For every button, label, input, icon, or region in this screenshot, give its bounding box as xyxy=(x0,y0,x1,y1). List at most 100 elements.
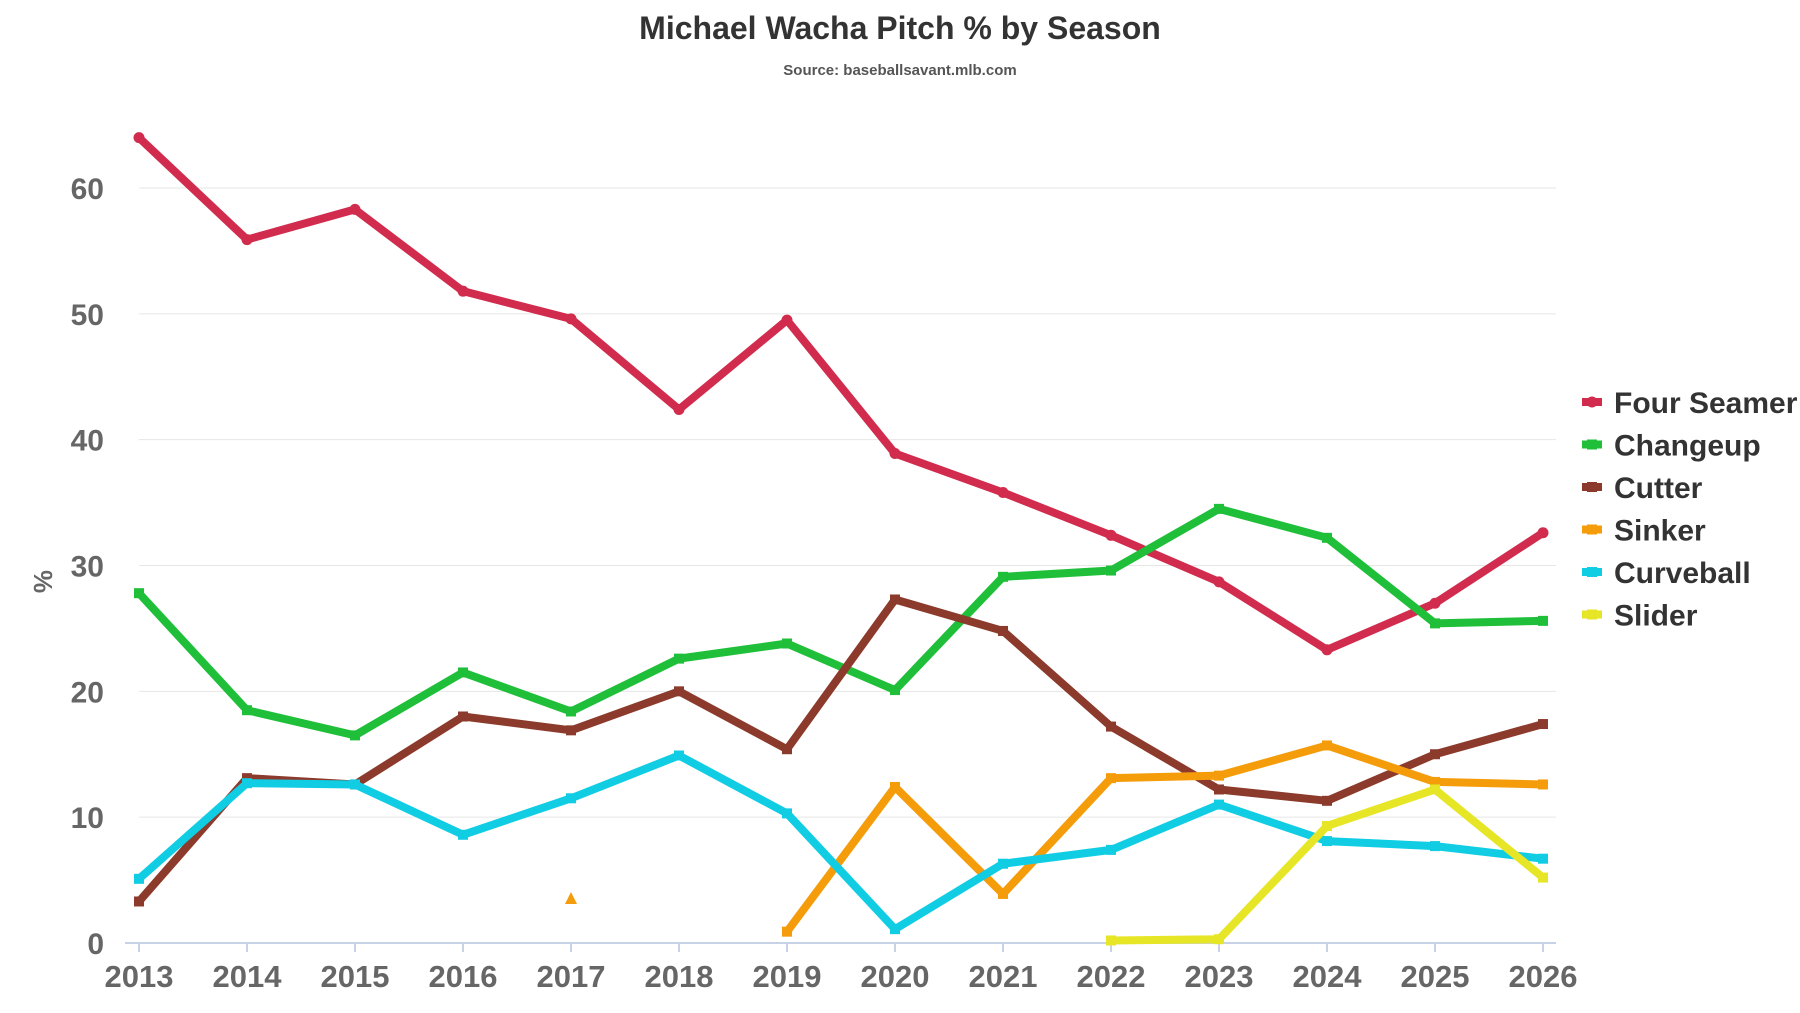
legend-label: Slider xyxy=(1614,600,1698,633)
data-point[interactable] xyxy=(1106,844,1116,855)
data-point[interactable] xyxy=(349,203,361,215)
axis-layer: 0 10 20 30 40 50 60 2013 2014 2015 2016 2017 2018 201… xyxy=(28,173,1577,994)
series-line xyxy=(135,751,1547,934)
chart-title: Michael Wacha Pitch % by Season xyxy=(639,10,1161,46)
data-point[interactable] xyxy=(1430,776,1440,787)
legend-label: Changeup xyxy=(1614,430,1761,463)
data-point[interactable] xyxy=(457,285,469,297)
data-point[interactable] xyxy=(998,571,1008,582)
data-point[interactable] xyxy=(1106,721,1116,732)
data-point[interactable] xyxy=(1106,565,1116,576)
data-point[interactable] xyxy=(565,891,577,904)
data-point[interactable] xyxy=(782,744,792,755)
y-tick-label: 60 xyxy=(71,173,104,206)
series-slider xyxy=(1106,784,1548,946)
data-point[interactable] xyxy=(890,781,900,792)
data-point[interactable] xyxy=(1322,532,1332,543)
legend-item[interactable]: Slider xyxy=(1582,600,1698,633)
x-tick-label: 2020 xyxy=(861,959,930,994)
data-point[interactable] xyxy=(566,793,576,804)
data-point[interactable] xyxy=(1214,503,1224,514)
series-line xyxy=(135,133,1547,654)
data-point[interactable] xyxy=(1214,770,1224,781)
legend-item[interactable]: Changeup xyxy=(1582,430,1761,463)
data-point[interactable] xyxy=(889,448,901,460)
data-point[interactable] xyxy=(134,896,144,907)
data-point[interactable] xyxy=(997,487,1009,499)
data-point[interactable] xyxy=(1322,836,1332,847)
series-four-seamer xyxy=(133,132,1549,656)
data-point[interactable] xyxy=(782,926,792,937)
data-point[interactable] xyxy=(350,730,360,741)
x-tick-label: 2021 xyxy=(969,959,1038,994)
data-point[interactable] xyxy=(998,888,1008,899)
data-point[interactable] xyxy=(458,829,468,840)
legend-item[interactable]: Sinker xyxy=(1582,515,1706,548)
data-point[interactable] xyxy=(1322,820,1332,831)
data-point[interactable] xyxy=(1214,784,1224,795)
data-point[interactable] xyxy=(1430,841,1440,852)
data-point[interactable] xyxy=(1538,719,1548,730)
x-tick-label: 2017 xyxy=(537,959,606,994)
legend-marker xyxy=(1587,482,1597,492)
data-point[interactable] xyxy=(1430,749,1440,760)
data-point[interactable] xyxy=(1213,576,1225,588)
data-point[interactable] xyxy=(242,705,252,716)
data-point[interactable] xyxy=(565,313,577,325)
data-point[interactable] xyxy=(350,779,360,790)
data-point[interactable] xyxy=(782,808,792,819)
data-point[interactable] xyxy=(1322,740,1332,751)
x-tick-label: 2024 xyxy=(1293,959,1363,994)
data-point[interactable] xyxy=(134,588,144,599)
data-point[interactable] xyxy=(890,924,900,935)
data-point[interactable] xyxy=(1106,773,1116,784)
data-point[interactable] xyxy=(566,706,576,717)
y-tick-label: 20 xyxy=(71,676,104,709)
data-point[interactable] xyxy=(674,653,684,664)
data-point[interactable] xyxy=(1537,527,1549,539)
data-point[interactable] xyxy=(1322,795,1332,806)
chart-subtitle: Source: baseballsavant.mlb.com xyxy=(783,62,1017,79)
data-point[interactable] xyxy=(890,594,900,605)
data-point[interactable] xyxy=(242,778,252,789)
data-point[interactable] xyxy=(242,773,252,784)
x-tick-label: 2025 xyxy=(1401,959,1470,994)
data-point[interactable] xyxy=(133,132,145,144)
data-point[interactable] xyxy=(1429,597,1441,609)
data-point[interactable] xyxy=(1538,779,1548,790)
data-point[interactable] xyxy=(781,314,793,326)
data-point[interactable] xyxy=(241,234,253,246)
data-point[interactable] xyxy=(674,686,684,697)
data-point[interactable] xyxy=(1538,872,1548,883)
series-cutter xyxy=(134,594,1548,907)
data-point[interactable] xyxy=(998,625,1008,636)
data-point[interactable] xyxy=(458,667,468,678)
y-tick-label: 40 xyxy=(71,425,104,458)
data-point[interactable] xyxy=(134,873,144,884)
data-point[interactable] xyxy=(458,711,468,722)
x-tick-label: 2014 xyxy=(213,959,283,994)
x-tick-label: 2019 xyxy=(753,959,822,994)
data-point[interactable] xyxy=(1538,853,1548,864)
data-point[interactable] xyxy=(1105,529,1117,541)
data-point[interactable] xyxy=(890,685,900,696)
data-point[interactable] xyxy=(1430,618,1440,629)
x-tick-label: 2013 xyxy=(105,959,174,994)
data-point[interactable] xyxy=(1538,615,1548,626)
data-point[interactable] xyxy=(1430,784,1440,795)
data-point[interactable] xyxy=(1214,799,1224,810)
data-point[interactable] xyxy=(782,638,792,649)
data-point[interactable] xyxy=(1106,935,1116,946)
legend-item[interactable]: Curveball xyxy=(1582,557,1751,590)
data-point[interactable] xyxy=(566,725,576,736)
data-point[interactable] xyxy=(1321,644,1333,656)
x-tick-label: 2016 xyxy=(429,959,498,994)
data-point[interactable] xyxy=(673,403,685,415)
data-point[interactable] xyxy=(674,750,684,761)
legend-item[interactable]: Cutter xyxy=(1582,472,1703,505)
legend-item[interactable]: Four Seamer xyxy=(1582,387,1798,420)
data-point[interactable] xyxy=(998,858,1008,869)
data-point[interactable] xyxy=(1214,934,1224,945)
x-tick-label: 2022 xyxy=(1077,959,1146,994)
